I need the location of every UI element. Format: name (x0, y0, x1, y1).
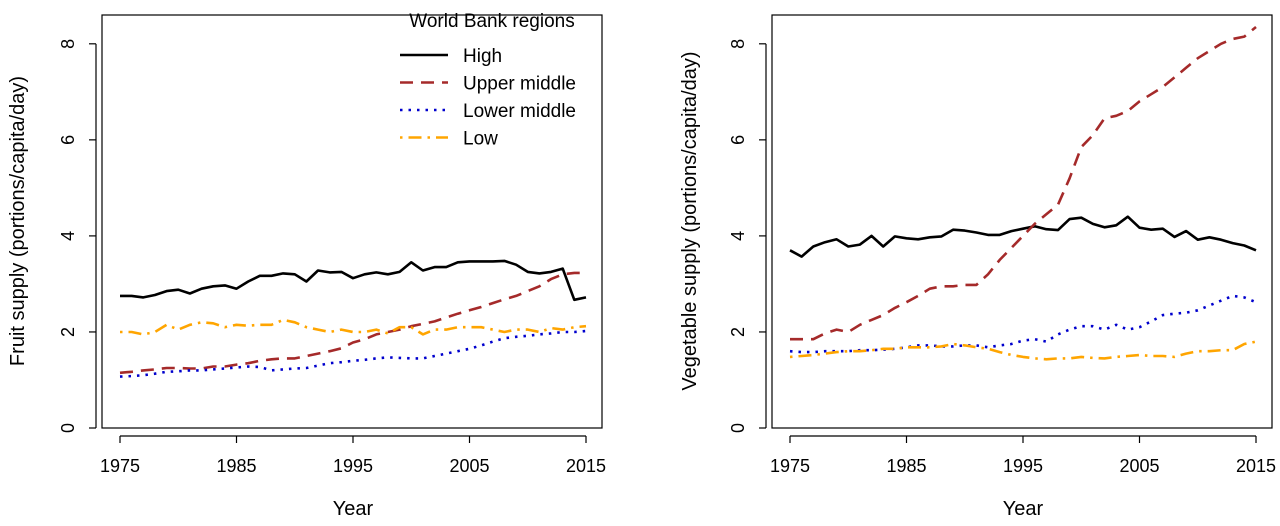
series-line-lower-middle (119, 329, 587, 378)
x-tick-label: 2005 (449, 456, 489, 476)
series-line-low (120, 318, 587, 336)
x-tick-label: 1995 (333, 456, 373, 476)
series-line-lower-middle (789, 294, 1257, 354)
x-tick-label: 2015 (566, 456, 606, 476)
series-line-high (789, 215, 1257, 258)
x-tick-label: 2005 (1119, 456, 1159, 476)
y-tick-label: 4 (58, 231, 78, 241)
legend-label: Lower middle (463, 101, 576, 122)
x-tick-label: 2015 (1236, 456, 1276, 476)
x-axis-label: Year (333, 498, 374, 520)
x-axis-label: Year (1003, 498, 1044, 520)
legend-title: World Bank regions (409, 11, 574, 32)
y-tick-label: 6 (58, 135, 78, 145)
legend-label: High (463, 46, 502, 67)
x-tick-label: 1975 (100, 456, 140, 476)
x-tick-label: 1985 (886, 456, 926, 476)
y-tick-label: 4 (728, 231, 748, 241)
legend-label: Low (463, 129, 498, 150)
series-line-high (120, 259, 587, 302)
y-tick-label: 2 (728, 327, 748, 337)
y-tick-label: 2 (58, 327, 78, 337)
legend-label: Upper middle (463, 74, 576, 95)
fruit-supply-panel: 1975 1985 1995 2005 2015 0 2 4 6 8 Year Fruit suppl… (7, 11, 606, 520)
vegetable-supply-panel: 1975 1985 1995 2005 2015 0 2 4 6 8 Year Vegetable s… (679, 14, 1276, 520)
y-axis-label: Fruit supply (portions/capita/day) (7, 76, 29, 366)
x-tick-label: 1995 (1003, 456, 1043, 476)
plot-frame (771, 14, 1273, 429)
y-tick-label: 6 (728, 135, 748, 145)
y-tick-label: 0 (58, 423, 78, 433)
x-tick-label: 1975 (770, 456, 810, 476)
y-tick-label: 8 (728, 39, 748, 49)
x-tick-label: 1985 (216, 456, 256, 476)
series-line-upper-middle (119, 271, 586, 375)
series-line-low (789, 340, 1257, 361)
y-tick-label: 8 (58, 39, 78, 49)
y-tick-label: 0 (728, 423, 748, 433)
y-axis-label: Vegetable supply (portions/capita/day) (679, 51, 701, 390)
plot-frame (101, 14, 603, 429)
series-line-upper-middle (790, 25, 1257, 341)
legend: World Bank regions High Upper middle Lower … (400, 11, 576, 150)
